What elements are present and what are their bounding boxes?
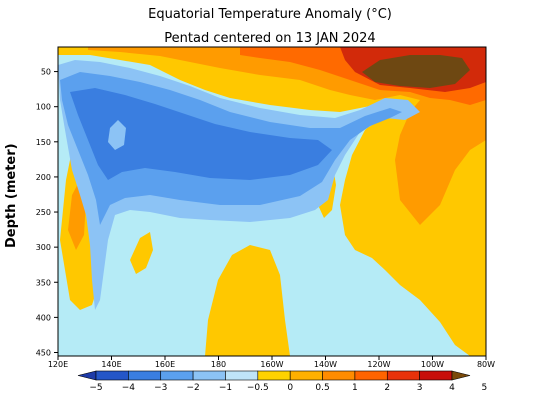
y-tick-label: 400 <box>36 313 51 322</box>
x-tick-label: 140W <box>314 360 337 369</box>
colorbar-max-arrow <box>451 370 471 381</box>
colorbar-swatch <box>419 370 453 381</box>
region-yellow-central-bottom <box>205 245 290 356</box>
chart-subtitle: Pentad centered on 13 JAN 2024 <box>164 31 376 46</box>
colorbar-swatch <box>225 370 259 381</box>
anomaly-field <box>58 47 486 356</box>
plot-area: 120E 140E 160E 180 160W 140W 120W 100W 80W 50 100… <box>36 46 495 369</box>
region-pale-spot <box>108 120 126 150</box>
region-yellow-west-2 <box>130 232 153 274</box>
colorbar-label: −1 <box>219 383 232 393</box>
colorbar-swatch <box>257 370 291 381</box>
colorbar-swatch <box>386 370 420 381</box>
chart-title: Equatorial Temperature Anomaly (°C) <box>148 7 392 22</box>
colorbar-label: −4 <box>122 383 136 393</box>
colorbar-label: 3 <box>417 383 423 393</box>
colorbar-label: −5 <box>89 383 102 393</box>
region-brown <box>362 55 470 88</box>
x-tick-label: 100W <box>421 360 444 369</box>
x-tick-label: 80W <box>477 360 495 369</box>
colorbar-label: 1 <box>352 383 358 393</box>
region-orange <box>88 47 486 225</box>
colorbar-label: 4 <box>449 383 455 393</box>
colorbar-swatch <box>354 370 388 381</box>
x-tick-label: 120W <box>367 360 390 369</box>
x-axis: 120E 140E 160E 180 160W 140W 120W 100W 80W <box>48 356 495 369</box>
y-tick-label: 300 <box>36 243 51 252</box>
colorbar-label: 2 <box>384 383 390 393</box>
x-tick-label: 180 <box>211 360 226 369</box>
x-tick-label: 120E <box>48 360 68 369</box>
colorbar-swatch <box>289 370 323 381</box>
colorbar: −5 −4 −3 −2 −1 −0.5 0 0.5 1 2 3 4 5 <box>77 370 487 393</box>
x-tick-label: 160W <box>260 360 283 369</box>
x-tick-label: 140E <box>101 360 121 369</box>
region-deep-blue <box>70 88 332 180</box>
y-axis: 50 100 150 200 250 300 350 400 450 <box>36 68 58 357</box>
colorbar-label: 5 <box>481 383 487 393</box>
x-tick-label: 160E <box>155 360 175 369</box>
region-yellow-east <box>58 47 486 356</box>
colorbar-swatch <box>95 370 129 381</box>
colorbar-label: 0 <box>287 383 293 393</box>
colorbar-min-arrow <box>77 370 97 381</box>
y-tick-label: 200 <box>36 173 51 182</box>
colorbar-label: −3 <box>154 383 167 393</box>
colorbar-swatch <box>322 370 356 381</box>
y-tick-label: 350 <box>36 278 51 287</box>
colorbar-swatch <box>160 370 194 381</box>
colorbar-swatch <box>192 370 226 381</box>
colorbar-label: 0.5 <box>315 383 329 393</box>
colorbar-swatch <box>128 370 162 381</box>
y-tick-label: 50 <box>41 68 51 77</box>
y-tick-label: 450 <box>36 348 51 357</box>
colorbar-label: −0.5 <box>247 383 269 393</box>
y-tick-label: 100 <box>36 103 51 112</box>
colorbar-label: −2 <box>186 383 199 393</box>
y-tick-label: 150 <box>36 138 51 147</box>
y-tick-label: 250 <box>36 208 51 217</box>
